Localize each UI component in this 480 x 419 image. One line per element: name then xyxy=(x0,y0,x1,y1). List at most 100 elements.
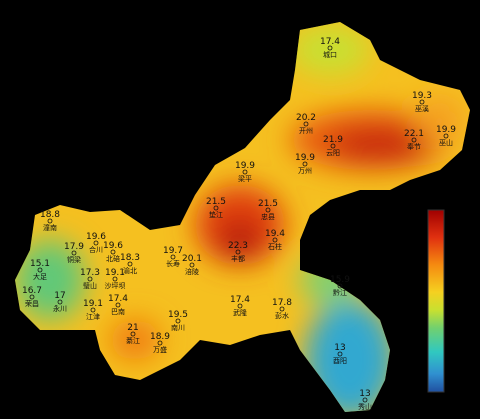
station-value: 18.9 xyxy=(150,332,170,342)
station-dot xyxy=(443,133,449,139)
station-dot xyxy=(115,302,121,308)
station-dot xyxy=(362,397,368,403)
station-value: 19.9 xyxy=(436,125,456,135)
station-name: 合川 xyxy=(89,245,103,254)
station-name: 巴南 xyxy=(111,307,125,316)
station-name: 沙坪坝 xyxy=(105,281,126,290)
station-dot xyxy=(90,307,96,313)
station-name: 南川 xyxy=(171,323,185,332)
station-name: 云阳 xyxy=(326,148,340,157)
station-value: 21.5 xyxy=(258,199,278,209)
station-value: 13 xyxy=(359,389,370,399)
station-name: 万州 xyxy=(298,167,312,175)
station-value: 17.4 xyxy=(320,37,340,47)
station-value: 21.9 xyxy=(323,135,343,145)
station-name: 万盛 xyxy=(153,345,167,354)
station-dot xyxy=(29,294,35,300)
station-name: 奉节 xyxy=(407,142,421,151)
station-dot xyxy=(87,276,93,282)
station-value: 13 xyxy=(334,343,345,353)
station-dot xyxy=(419,99,425,105)
station-dot xyxy=(157,340,163,346)
station-value: 17.4 xyxy=(108,294,128,304)
station-name: 大足 xyxy=(33,272,47,281)
station-value: 17.3 xyxy=(80,268,100,278)
station-dot xyxy=(110,249,116,255)
station-value: 19.5 xyxy=(168,310,188,320)
station-dot xyxy=(337,283,343,289)
station-value: 19.6 xyxy=(86,232,106,242)
station-name: 巫溪 xyxy=(415,104,429,113)
station-name: 梁平 xyxy=(238,174,252,183)
station-value: 21 xyxy=(127,323,138,333)
station-name: 秀山 xyxy=(358,402,372,411)
station-dot xyxy=(327,45,333,51)
station-value: 17.8 xyxy=(272,298,292,308)
station-dot xyxy=(411,137,417,143)
station-value: 19.9 xyxy=(295,153,315,163)
station-value: 22.1 xyxy=(404,129,424,139)
station-name: 璧山 xyxy=(83,281,97,290)
station-value: 19.3 xyxy=(412,91,432,101)
station-value: 15.9 xyxy=(330,275,350,285)
station-name: 彭水 xyxy=(275,311,289,320)
station-name: 黔江 xyxy=(333,288,347,297)
station-name: 北碚 xyxy=(106,254,120,263)
station-dot xyxy=(272,237,278,243)
station-name: 渝北 xyxy=(123,266,137,275)
station-value: 15.1 xyxy=(30,259,50,269)
station-dot xyxy=(57,299,63,305)
station-dot xyxy=(175,318,181,324)
station-name: 垫江 xyxy=(209,210,223,219)
station-dot xyxy=(71,250,77,256)
station-value: 22.3 xyxy=(228,241,248,251)
station-value: 19.4 xyxy=(265,229,285,239)
station-dot xyxy=(130,331,136,337)
station-dot xyxy=(303,121,309,127)
station-value: 19.1 xyxy=(83,299,103,309)
station-dot xyxy=(279,306,285,312)
station-dot xyxy=(242,169,248,175)
station-name: 石柱 xyxy=(268,242,282,251)
station-value: 17.9 xyxy=(64,242,84,252)
station-dot xyxy=(47,218,53,224)
station-dot xyxy=(330,143,336,149)
station-dot xyxy=(127,261,133,267)
station-name: 涪陵 xyxy=(185,267,199,276)
station-dot xyxy=(337,351,343,357)
station-value: 18.8 xyxy=(40,210,60,220)
station-dot xyxy=(170,254,176,260)
station-name: 綦江 xyxy=(126,336,140,345)
color-bar xyxy=(427,209,445,393)
station-name: 城口 xyxy=(323,51,337,59)
station-value: 18.3 xyxy=(120,253,140,263)
station-name: 潼南 xyxy=(43,223,57,232)
station-value: 17 xyxy=(54,291,65,301)
stations: 17.4 城口 19.3 巫溪 20.2 开州 21.9 云阳 22.1 奉节 19.9 巫山 19.9… xyxy=(22,37,456,411)
station-dot xyxy=(112,276,118,282)
station-value: 16.7 xyxy=(22,286,42,296)
station-name: 开州 xyxy=(299,127,313,135)
station-dot xyxy=(235,249,241,255)
station-dot xyxy=(302,161,308,167)
station-dot xyxy=(237,303,243,309)
station-value: 19.9 xyxy=(235,161,255,171)
station-dot xyxy=(37,267,43,273)
station-name: 长寿 xyxy=(166,259,180,268)
station-value: 19.6 xyxy=(103,241,123,251)
station-value: 20.1 xyxy=(182,254,202,264)
station-name: 永川 xyxy=(53,304,67,313)
station-value: 20.2 xyxy=(296,113,316,123)
station-name: 忠县 xyxy=(261,213,275,221)
station-dot xyxy=(265,207,271,213)
station-name: 荣昌 xyxy=(25,299,39,308)
station-name: 铜梁 xyxy=(67,255,81,264)
station-name: 武隆 xyxy=(233,308,247,317)
station-value: 21.5 xyxy=(206,197,226,207)
station-value: 17.4 xyxy=(230,295,250,305)
station-name: 丰都 xyxy=(231,254,245,263)
station-value: 19.1 xyxy=(105,268,125,278)
station-value: 19.7 xyxy=(163,246,183,256)
